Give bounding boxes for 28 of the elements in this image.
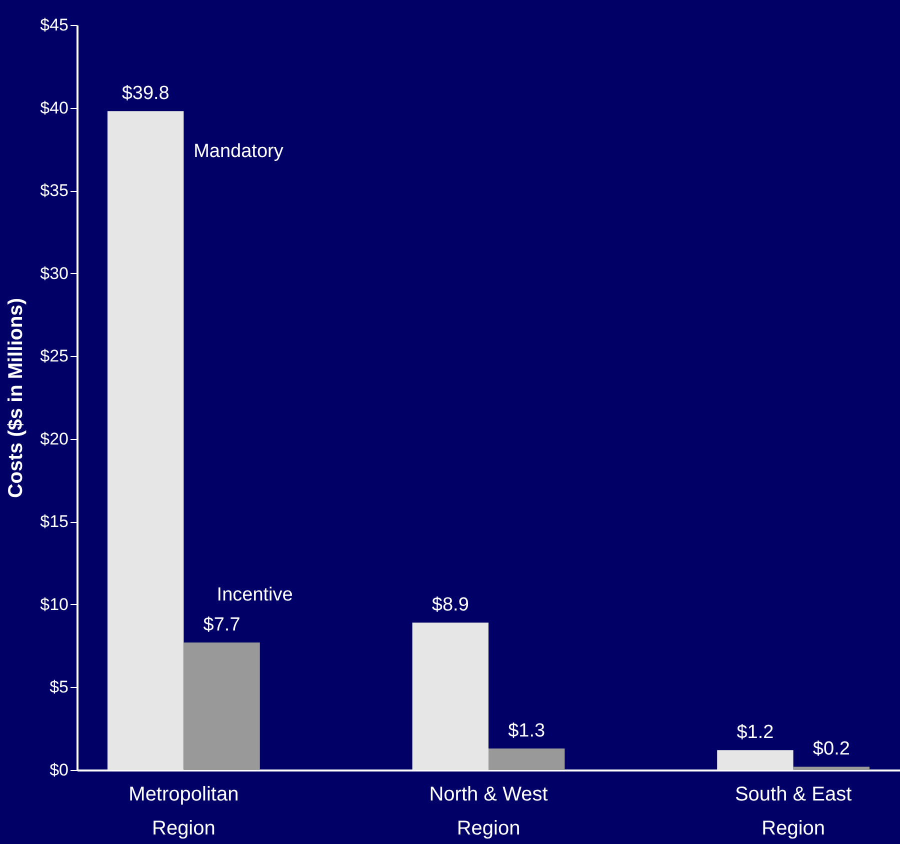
series-label: Incentive [216,584,293,606]
y-tick-label: $35 [40,181,68,200]
y-tick-label: $25 [40,346,68,366]
series-label: Mandatory [194,141,284,162]
data-label: $8.9 [432,594,469,616]
y-tick-label: $15 [40,512,68,532]
y-axis-title: Costs ($s in Millions) [5,298,28,498]
y-tick-label: $45 [40,16,68,34]
y-tick-label: $5 [50,678,68,697]
x-tick-label: Metropolitan Region [128,784,239,840]
x-tick-label: South & East Region [734,784,852,840]
y-tick-label: $20 [40,429,68,448]
data-label: $0.2 [812,738,850,760]
bar [488,748,565,770]
bar [107,111,184,770]
data-label: $1.3 [508,720,546,742]
bar [717,750,794,770]
data-label: $7.7 [203,614,240,636]
y-tick-label: $40 [40,98,68,118]
data-label: $39.8 [122,83,170,104]
data-label: $1.2 [736,722,774,744]
y-tick-label: $30 [40,264,68,283]
bar [184,642,260,770]
bar [793,766,870,770]
bar [412,622,488,770]
y-tick-label: $0 [50,760,68,780]
y-tick-label: $10 [40,594,68,614]
x-tick-label: North & West Region [429,784,548,840]
